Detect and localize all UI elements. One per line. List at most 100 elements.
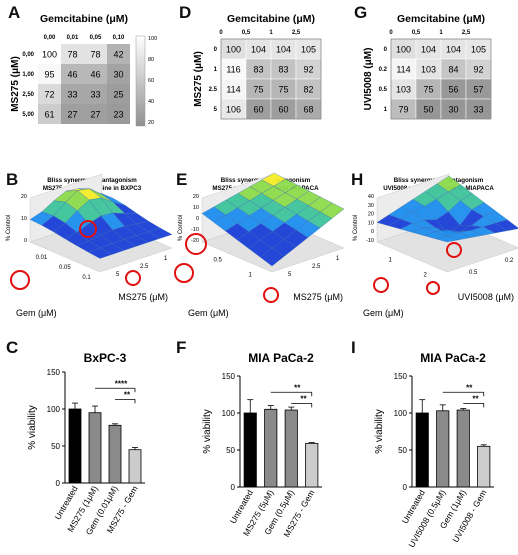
- panel-letter: G: [354, 3, 368, 22]
- surface-xtick: 1: [389, 258, 393, 264]
- surface-ytick: 5: [116, 272, 120, 278]
- surface-ylabel: MS275 (μM): [293, 292, 343, 302]
- heatmap-ylabel: MS275 (μM): [193, 51, 204, 107]
- sig-label: **: [300, 394, 307, 403]
- heatmap-value: 75: [423, 85, 433, 95]
- y-tick-label: 50: [398, 446, 407, 455]
- surface-xtick: 0.1: [82, 275, 91, 281]
- surface-xtick: 0.01: [36, 255, 48, 261]
- surface-ztick: 20: [21, 194, 27, 200]
- sig-label: **: [124, 390, 131, 399]
- row-tick-label: 5: [214, 107, 218, 113]
- heatmap-value: 27: [90, 110, 100, 120]
- heatmap-value: 78: [90, 50, 100, 60]
- surface-ztick: -10: [366, 238, 374, 244]
- colorbar-tick: 40: [148, 99, 154, 105]
- col-tick-label: 0,5: [412, 30, 421, 36]
- colorbar-tick: 80: [148, 57, 154, 63]
- bar: [436, 410, 450, 488]
- heatmap-ylabel: UVI5008 (μM): [363, 48, 374, 111]
- heatmap-value: 72: [44, 90, 54, 100]
- panel-letter: D: [179, 3, 192, 22]
- panel-letter: B: [6, 170, 19, 189]
- panel-letter: A: [8, 3, 21, 22]
- surface-xtick: 2: [424, 273, 428, 279]
- highlight-circle: [263, 287, 279, 303]
- highlight-circle: [10, 270, 30, 290]
- row-tick-label: 1: [214, 67, 218, 73]
- surface-ztick: 30: [368, 203, 374, 209]
- surface-ztick: 0: [24, 238, 27, 244]
- highlight-circle: [185, 233, 207, 255]
- heatmap-title: Gemcitabine (μM): [397, 13, 485, 25]
- heatmap-value: 104: [446, 45, 461, 55]
- heatmap-value: 46: [90, 70, 100, 80]
- sig-label: **: [294, 383, 301, 392]
- y-tick-label: 100: [47, 405, 61, 414]
- bar-chart-ylabel: % viability: [374, 409, 385, 453]
- col-tick-label: 1: [269, 30, 273, 36]
- panel-g: G Gemcitabine (μM) 0 0,5 1 2,5 0 0.2 0.5 1 UVI500…: [347, 0, 518, 150]
- y-tick-label: 0: [403, 483, 408, 492]
- heatmap-value: 106: [226, 105, 241, 115]
- heatmap-value: 104: [421, 45, 436, 55]
- heatmap-cell: [84, 84, 107, 104]
- surface-ylabel: MS275 (μM): [118, 292, 168, 302]
- row-tick-label: 2,50: [22, 92, 34, 98]
- panel-f: F MIA PaCa-2 0 50 100 150% viability Untreate…: [172, 334, 347, 550]
- heatmap-value: 42: [113, 50, 123, 60]
- colorbar: [135, 35, 146, 127]
- heatmap-title: Gemcitabine (μM): [40, 13, 128, 25]
- heatmap-cell: [84, 104, 107, 124]
- highlight-circle: [373, 277, 389, 293]
- col-tick-label: 1: [439, 30, 443, 36]
- bar: [415, 412, 429, 488]
- row-tick-label: 1: [384, 107, 388, 113]
- heatmap-value: 114: [226, 85, 240, 95]
- heatmap-cell: [61, 64, 84, 84]
- heatmap-value: 60: [278, 105, 288, 115]
- col-tick-label: 2,5: [292, 30, 301, 36]
- surface-ztick: -20: [191, 238, 199, 244]
- col-tick-label: 2,5: [462, 30, 471, 36]
- heatmap-value: 33: [67, 90, 77, 100]
- heatmap-cell: [61, 84, 84, 104]
- heatmap-g: Gemcitabine (μM) 0 0,5 1 2,5 0 0.2 0.5 1 UVI5008 …: [363, 13, 492, 120]
- heatmap-value: 78: [67, 50, 77, 60]
- surface-ztick: 10: [193, 205, 199, 211]
- heatmap-value: 105: [471, 45, 486, 55]
- bar-chart-ylabel: % viability: [27, 405, 38, 449]
- sig-label: **: [472, 394, 479, 403]
- y-tick-label: 150: [394, 372, 408, 381]
- panel-letter: F: [176, 338, 187, 357]
- heatmap-value: 103: [396, 85, 411, 95]
- colorbar-tick: 20: [148, 120, 154, 126]
- heatmap-value: 92: [473, 65, 483, 75]
- heatmap-cell: [61, 104, 84, 124]
- heatmap-cell: [107, 44, 130, 64]
- surface-mesh-face: [494, 219, 518, 231]
- heatmap-cell: [38, 84, 61, 104]
- sig-label: ****: [115, 379, 128, 388]
- highlight-circle: [426, 281, 440, 295]
- heatmap-value: 83: [278, 65, 288, 75]
- panel-i: I MIA PaCa-2 0 50 100 150% viability Untreate…: [347, 334, 518, 550]
- bar: [243, 412, 257, 488]
- col-tick-label: 0: [219, 30, 223, 36]
- heatmap-value: 33: [473, 105, 483, 115]
- heatmap-title: Gemcitabine (μM): [227, 13, 315, 25]
- heatmap-cell: [107, 84, 130, 104]
- bar-chart-title: BxPC-3: [84, 351, 127, 365]
- surface-xtick: 0.05: [59, 265, 71, 271]
- colorbar-tick: 60: [148, 78, 154, 84]
- heatmap-value: 75: [278, 85, 288, 95]
- heatmap-value: 46: [67, 70, 77, 80]
- heatmap-ylabel: MS275 (μM): [10, 56, 21, 112]
- row-tick-label: 0,00: [22, 52, 34, 58]
- heatmap-value: 116: [226, 65, 240, 75]
